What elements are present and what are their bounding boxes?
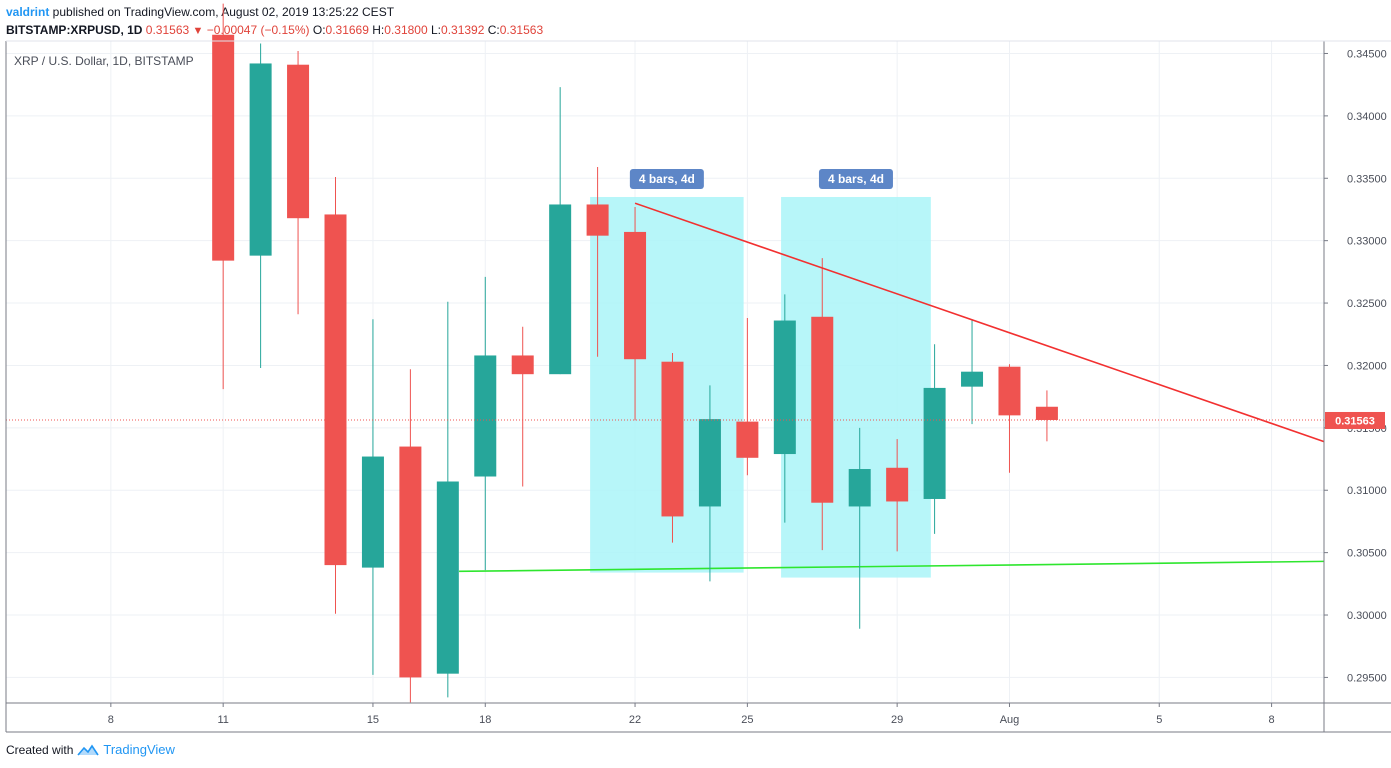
- y-tick-label: 0.29500: [1347, 672, 1387, 684]
- candle-body: [287, 64, 310, 219]
- candle-body: [698, 419, 721, 507]
- candle-body: [361, 456, 384, 568]
- candles: [212, 3, 1058, 703]
- x-tick-label: 11: [217, 714, 228, 726]
- candle-body: [624, 231, 647, 360]
- candle-body: [399, 446, 422, 678]
- candle-body: [848, 469, 871, 507]
- x-tick-label: 5: [1156, 714, 1162, 726]
- candle-body: [249, 63, 272, 256]
- candle-body: [1035, 406, 1058, 420]
- x-tick-label: 8: [108, 714, 114, 726]
- x-tick-label: 15: [367, 714, 379, 726]
- x-tick-label: 25: [741, 714, 753, 726]
- open-label: O:: [312, 23, 326, 37]
- price-change: −0.00047 (−0.15%): [206, 23, 310, 37]
- y-tick-label: 0.33500: [1347, 173, 1387, 185]
- range-highlight-2: [781, 196, 931, 578]
- support-line: [459, 560, 1325, 573]
- candle-body: [436, 481, 459, 674]
- y-tick-label: 0.30500: [1347, 548, 1387, 560]
- high-label: H:: [372, 23, 385, 37]
- candle-body: [474, 355, 497, 477]
- candle-body: [212, 34, 235, 261]
- last-price: 0.31563: [145, 23, 190, 37]
- open-value: 0.31669: [325, 23, 369, 37]
- y-tick-label: 0.30000: [1347, 610, 1387, 622]
- y-tick-label: 0.33000: [1347, 236, 1387, 248]
- x-tick-label: Aug: [1000, 714, 1020, 726]
- last-price-tag-label: 0.31563: [1335, 415, 1375, 427]
- range-badge-2: [818, 168, 893, 189]
- close-value: 0.31563: [499, 23, 544, 37]
- candle-body: [923, 387, 946, 499]
- author-link[interactable]: valdrint: [6, 5, 50, 19]
- candle-body: [998, 366, 1021, 416]
- candle-body: [511, 355, 534, 375]
- chart-title: XRP / U.S. Dollar, 1D, BITSTAMP: [14, 54, 194, 68]
- range-badge-label-1: 4 bars, 4d: [639, 172, 695, 186]
- candle-body: [736, 421, 759, 458]
- symbol-label: BITSTAMP:XRPUSD, 1D: [6, 23, 143, 37]
- high-value: 0.31800: [384, 23, 428, 37]
- y-tick-label: 0.32500: [1347, 298, 1387, 310]
- x-tick-label: 22: [629, 714, 641, 726]
- candle-body: [661, 361, 684, 517]
- close-label: C:: [487, 23, 500, 37]
- y-tick-label: 0.31000: [1347, 485, 1387, 497]
- last-price-tag: [1325, 411, 1385, 429]
- tradingview-brand-link[interactable]: TradingView: [103, 742, 175, 757]
- candle-body: [811, 316, 834, 503]
- low-label: L:: [431, 23, 442, 37]
- x-tick-label: 18: [479, 714, 491, 726]
- symbol-header: BITSTAMP:XRPUSD, 1D 0.31563 ▼ −0.00047 (…: [6, 23, 543, 37]
- down-arrow-icon: ▼: [192, 25, 204, 37]
- range-badge-label-2: 4 bars, 4d: [828, 172, 884, 186]
- x-tick-label: 8: [1269, 714, 1275, 726]
- y-tick-label: 0.32000: [1347, 360, 1387, 372]
- candle-body: [586, 204, 609, 236]
- candle-body: [549, 204, 572, 375]
- candle-body: [773, 320, 796, 455]
- y-tick-label: 0.34000: [1347, 111, 1387, 123]
- created-with-text: Created with: [6, 742, 74, 757]
- low-value: 0.31392: [441, 23, 485, 37]
- y-tick-label: 0.34500: [1347, 48, 1387, 60]
- candle-body: [961, 371, 984, 387]
- footer: Created with TradingView: [6, 742, 175, 757]
- candle-body: [886, 467, 909, 502]
- x-tick-label: 29: [891, 714, 903, 726]
- resistance-line: [634, 202, 1325, 443]
- candle-body: [324, 214, 347, 566]
- tradingview-logo-icon: [77, 744, 100, 756]
- range-badge-1: [629, 168, 704, 189]
